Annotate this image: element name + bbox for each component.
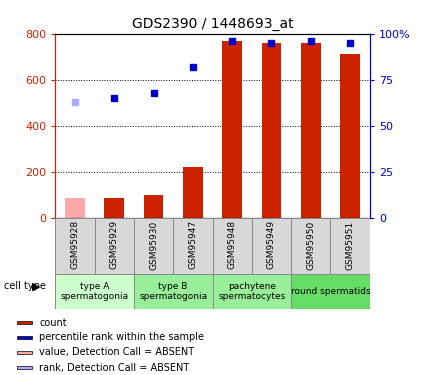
Text: GSM95951: GSM95951 xyxy=(346,220,354,270)
Title: GDS2390 / 1448693_at: GDS2390 / 1448693_at xyxy=(132,17,293,32)
Text: pachytene
spermatocytes: pachytene spermatocytes xyxy=(218,282,286,301)
Text: type B
spermatogonia: type B spermatogonia xyxy=(139,282,207,301)
Bar xyxy=(222,40,242,218)
Bar xyxy=(144,195,163,217)
Bar xyxy=(212,217,252,274)
Text: percentile rank within the sample: percentile rank within the sample xyxy=(39,333,204,342)
Bar xyxy=(301,43,320,218)
Text: GSM95948: GSM95948 xyxy=(228,220,237,269)
Bar xyxy=(134,274,212,309)
Text: GSM95949: GSM95949 xyxy=(267,220,276,269)
Text: cell type: cell type xyxy=(4,281,46,291)
Text: type A
spermatogonia: type A spermatogonia xyxy=(60,282,129,301)
Text: value, Detection Call = ABSENT: value, Detection Call = ABSENT xyxy=(39,348,194,357)
Text: GSM95928: GSM95928 xyxy=(71,220,79,269)
Text: count: count xyxy=(39,318,67,327)
Bar xyxy=(212,274,291,309)
Bar xyxy=(94,217,134,274)
Bar xyxy=(291,217,331,274)
Bar xyxy=(262,43,281,218)
Bar xyxy=(55,217,94,274)
Bar xyxy=(183,167,203,218)
Bar xyxy=(252,217,291,274)
Bar xyxy=(17,351,32,354)
Bar xyxy=(65,198,85,217)
Bar xyxy=(55,274,134,309)
Bar xyxy=(291,274,370,309)
Text: ▶: ▶ xyxy=(32,281,40,291)
Bar xyxy=(134,217,173,274)
Bar xyxy=(105,198,124,217)
Text: GSM95930: GSM95930 xyxy=(149,220,158,270)
Bar xyxy=(17,321,32,324)
Bar xyxy=(17,366,32,369)
Bar xyxy=(17,336,32,339)
Text: rank, Detection Call = ABSENT: rank, Detection Call = ABSENT xyxy=(39,363,190,372)
Text: GSM95929: GSM95929 xyxy=(110,220,119,269)
Bar xyxy=(331,217,370,274)
Text: round spermatids: round spermatids xyxy=(291,287,370,296)
Text: GSM95950: GSM95950 xyxy=(306,220,315,270)
Text: GSM95947: GSM95947 xyxy=(188,220,197,269)
Bar xyxy=(340,54,360,217)
Bar xyxy=(173,217,212,274)
